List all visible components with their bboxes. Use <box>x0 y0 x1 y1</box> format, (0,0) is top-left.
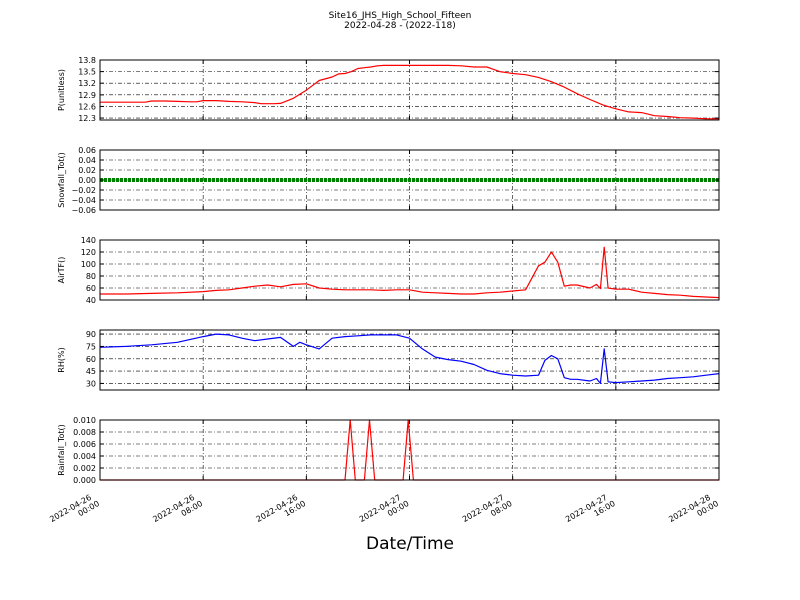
y-tick-label: 120 <box>81 248 96 257</box>
y-tick-label: 40 <box>86 296 96 305</box>
y-axis-label: AirTF() <box>57 257 66 284</box>
series-line <box>99 333 720 384</box>
y-tick-label: 13.2 <box>78 79 96 88</box>
y-tick-label: 90 <box>86 330 96 339</box>
y-tick-label: 12.6 <box>78 102 96 111</box>
y-axis-label: P(unitless) <box>57 69 66 111</box>
y-tick-label: 140 <box>81 236 96 245</box>
y-tick-label: 0.00 <box>78 176 96 185</box>
y-tick-label: −0.04 <box>71 196 96 205</box>
x-axis-label: Date/Time <box>366 534 454 554</box>
y-tick-label: 0.02 <box>78 166 96 175</box>
y-tick-label: 0.010 <box>73 416 96 425</box>
y-tick-label: −0.06 <box>71 206 96 215</box>
y-tick-label: 12.3 <box>78 114 96 123</box>
y-tick-label: 0.006 <box>73 440 96 449</box>
y-tick-label: 0.000 <box>73 476 96 485</box>
y-tick-label: 100 <box>81 260 96 269</box>
y-axis-label: Rainfall_Tot() <box>57 424 66 476</box>
y-tick-label: 0.06 <box>78 146 96 155</box>
series-line <box>100 246 720 299</box>
chart-subtitle: 2022-04-28 - (2022-118) <box>344 21 456 31</box>
series-line <box>100 64 719 120</box>
y-tick-label: 45 <box>86 367 96 376</box>
y-tick-label: 80 <box>86 272 96 281</box>
y-tick-label: 12.9 <box>78 91 96 100</box>
y-tick-label: 60 <box>86 355 96 364</box>
y-axis-label: RH(%) <box>57 347 66 372</box>
y-tick-label: 13.8 <box>78 56 96 65</box>
y-tick-label: 30 <box>86 379 96 388</box>
y-tick-label: 60 <box>86 284 96 293</box>
y-tick-label: 0.004 <box>73 452 96 461</box>
y-tick-label: −0.02 <box>71 186 96 195</box>
y-tick-label: 0.04 <box>78 156 96 165</box>
chart-title: Site16_JHS_High_School_Fifteen <box>328 11 472 21</box>
y-tick-label: 0.008 <box>73 428 96 437</box>
y-tick-label: 0.002 <box>73 464 96 473</box>
y-tick-label: 13.5 <box>78 68 96 77</box>
y-tick-label: 75 <box>86 342 96 351</box>
y-axis-label: Snowfall_Tot() <box>57 152 66 208</box>
